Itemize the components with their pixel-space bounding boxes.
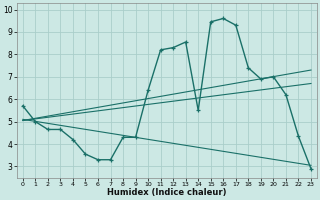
X-axis label: Humidex (Indice chaleur): Humidex (Indice chaleur) bbox=[107, 188, 227, 197]
